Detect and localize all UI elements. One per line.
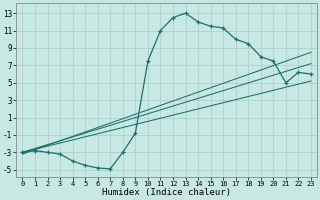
X-axis label: Humidex (Indice chaleur): Humidex (Indice chaleur) [102, 188, 231, 197]
